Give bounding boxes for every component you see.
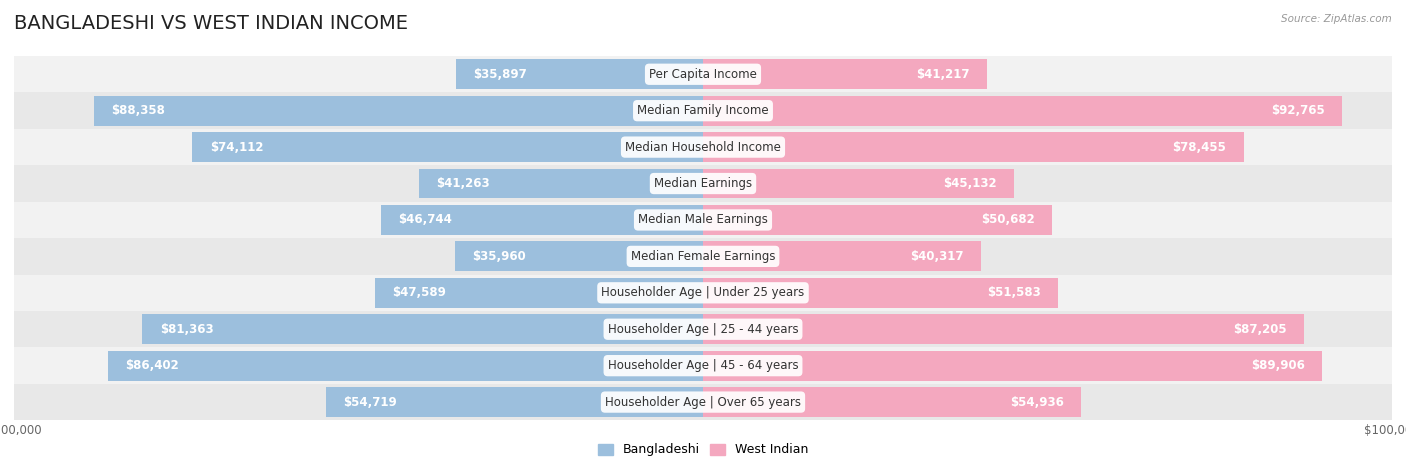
Bar: [14, 56, 1392, 92]
Bar: [703, 387, 1081, 417]
Text: $40,317: $40,317: [910, 250, 963, 263]
Bar: [703, 205, 1052, 235]
Bar: [703, 314, 1303, 344]
Bar: [703, 132, 1243, 162]
Text: $86,402: $86,402: [125, 359, 179, 372]
Text: $92,765: $92,765: [1271, 104, 1324, 117]
Bar: [14, 92, 1392, 129]
Text: Householder Age | 45 - 64 years: Householder Age | 45 - 64 years: [607, 359, 799, 372]
Text: $74,112: $74,112: [209, 141, 263, 154]
Text: Householder Age | Over 65 years: Householder Age | Over 65 years: [605, 396, 801, 409]
Text: Householder Age | Under 25 years: Householder Age | Under 25 years: [602, 286, 804, 299]
Bar: [456, 241, 703, 271]
Text: $50,682: $50,682: [981, 213, 1035, 226]
Bar: [14, 384, 1392, 420]
Bar: [703, 241, 981, 271]
Bar: [14, 347, 1392, 384]
Text: $46,744: $46,744: [398, 213, 453, 226]
Text: Median Household Income: Median Household Income: [626, 141, 780, 154]
Text: Median Family Income: Median Family Income: [637, 104, 769, 117]
Text: $54,936: $54,936: [1011, 396, 1064, 409]
Text: Source: ZipAtlas.com: Source: ZipAtlas.com: [1281, 14, 1392, 24]
Bar: [14, 202, 1392, 238]
Text: $88,358: $88,358: [111, 104, 166, 117]
Text: Per Capita Income: Per Capita Income: [650, 68, 756, 81]
Text: Householder Age | 25 - 44 years: Householder Age | 25 - 44 years: [607, 323, 799, 336]
Text: $41,263: $41,263: [436, 177, 489, 190]
Text: $54,719: $54,719: [343, 396, 396, 409]
Bar: [703, 278, 1059, 308]
Text: $78,455: $78,455: [1173, 141, 1226, 154]
Bar: [703, 169, 1014, 198]
Bar: [108, 351, 703, 381]
Bar: [419, 169, 703, 198]
Text: $41,217: $41,217: [917, 68, 970, 81]
Bar: [142, 314, 703, 344]
Bar: [14, 238, 1392, 275]
Text: BANGLADESHI VS WEST INDIAN INCOME: BANGLADESHI VS WEST INDIAN INCOME: [14, 14, 408, 33]
Bar: [381, 205, 703, 235]
Text: $35,897: $35,897: [472, 68, 527, 81]
Bar: [14, 311, 1392, 347]
Text: $51,583: $51,583: [987, 286, 1042, 299]
Text: $35,960: $35,960: [472, 250, 526, 263]
Bar: [375, 278, 703, 308]
Legend: Bangladeshi, West Indian: Bangladeshi, West Indian: [593, 439, 813, 461]
Bar: [14, 275, 1392, 311]
Text: $45,132: $45,132: [943, 177, 997, 190]
Text: Median Female Earnings: Median Female Earnings: [631, 250, 775, 263]
Bar: [456, 59, 703, 89]
Text: $87,205: $87,205: [1233, 323, 1286, 336]
Text: Median Male Earnings: Median Male Earnings: [638, 213, 768, 226]
Bar: [14, 165, 1392, 202]
Bar: [703, 59, 987, 89]
Bar: [14, 129, 1392, 165]
Text: Median Earnings: Median Earnings: [654, 177, 752, 190]
Bar: [193, 132, 703, 162]
Text: $81,363: $81,363: [160, 323, 214, 336]
Bar: [703, 96, 1343, 126]
Text: $89,906: $89,906: [1251, 359, 1305, 372]
Bar: [326, 387, 703, 417]
Bar: [94, 96, 703, 126]
Bar: [703, 351, 1323, 381]
Text: $47,589: $47,589: [392, 286, 446, 299]
